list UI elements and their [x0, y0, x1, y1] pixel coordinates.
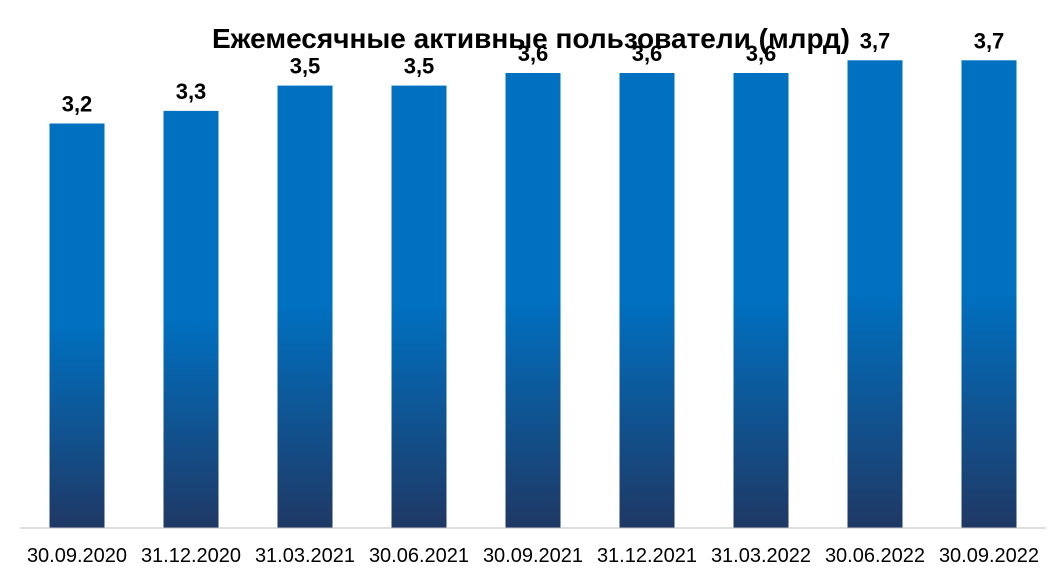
- x-tick-labels-group: 30.09.2020 31.12.2020 31.03.2021 30.06.2021…: [27, 545, 1039, 567]
- data-labels-group: 3,2 3,3 3,5 3,5 3,6 3,6 3,6 3,7 3,7: [62, 28, 1005, 116]
- data-label-30.06.2022: 3,7: [860, 28, 891, 53]
- x-tick-label-31.12.2020: 31.12.2020: [141, 545, 241, 567]
- bar-30.09.2020: [49, 123, 105, 528]
- bar-30.06.2021: [391, 85, 447, 528]
- x-tick-label-31.03.2021: 31.03.2021: [255, 545, 355, 567]
- bar-31.03.2021: [277, 85, 333, 528]
- bar-30.09.2021: [505, 73, 561, 528]
- bar-30.06.2022: [847, 60, 903, 529]
- x-tick-label-30.06.2022: 30.06.2022: [825, 545, 925, 567]
- x-tick-label-30.09.2021: 30.09.2021: [483, 545, 583, 567]
- bar-30.09.2022: [961, 60, 1017, 529]
- data-label-30.09.2021: 3,6: [518, 41, 549, 66]
- x-tick-label-30.09.2020: 30.09.2020: [27, 545, 127, 567]
- data-label-30.06.2021: 3,5: [404, 54, 435, 79]
- data-label-31.03.2021: 3,5: [290, 54, 321, 79]
- data-label-31.12.2020: 3,3: [176, 79, 207, 104]
- data-label-30.09.2020: 3,2: [62, 92, 93, 117]
- data-label-31.03.2022: 3,6: [746, 41, 777, 66]
- chart-title: Ежемесячные активные пользователи (млрд): [212, 23, 850, 54]
- x-tick-label-31.12.2021: 31.12.2021: [597, 545, 697, 567]
- x-tick-label-31.03.2022: 31.03.2022: [711, 545, 811, 567]
- data-label-31.12.2021: 3,6: [632, 41, 663, 66]
- bars-group: [49, 60, 1017, 529]
- data-label-30.09.2022: 3,7: [974, 28, 1005, 53]
- x-tick-label-30.06.2021: 30.06.2021: [369, 545, 469, 567]
- bar-31.12.2020: [163, 110, 219, 529]
- bar-31.03.2022: [733, 73, 789, 528]
- bar-31.12.2021: [619, 73, 675, 528]
- x-tick-label-30.09.2022: 30.09.2022: [939, 545, 1039, 567]
